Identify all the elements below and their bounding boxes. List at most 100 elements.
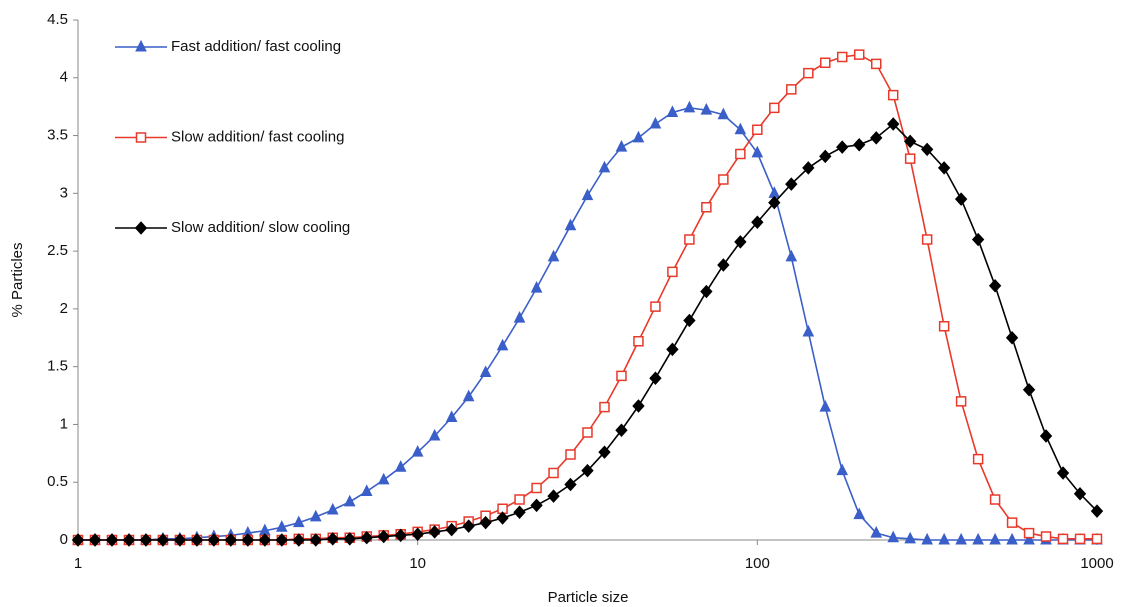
data-point [343, 532, 356, 546]
data-point [921, 532, 933, 545]
data-point [734, 235, 747, 249]
data-point [479, 365, 492, 377]
data-point [275, 520, 288, 532]
data-point [955, 532, 967, 545]
data-point [684, 234, 695, 245]
x-tick-label: 1000 [1080, 555, 1113, 572]
data-point [513, 311, 526, 323]
data-point [717, 107, 730, 120]
data-point [988, 279, 1002, 293]
data-point [751, 145, 764, 158]
data-point [122, 533, 136, 547]
data-point [462, 389, 475, 402]
y-tick-label: 0 [60, 531, 68, 548]
data-point [547, 249, 560, 262]
data-point [937, 161, 951, 175]
data-point [1090, 504, 1104, 518]
data-point [394, 460, 407, 472]
data-point [581, 463, 594, 478]
data-point [1023, 532, 1035, 545]
x-tick-label: 10 [409, 555, 426, 572]
data-point [530, 498, 543, 513]
y-tick-label: 3.5 [47, 127, 68, 144]
data-point [531, 482, 542, 494]
y-tick-label: 4 [60, 69, 68, 86]
data-point [1006, 532, 1018, 545]
x-tick-label: 100 [745, 555, 770, 572]
data-point [581, 188, 594, 201]
data-point [989, 494, 1001, 505]
data-point [718, 174, 729, 185]
data-point [326, 532, 339, 546]
data-point [1073, 487, 1087, 501]
data-point [548, 467, 559, 479]
data-point [224, 533, 238, 547]
y-tick-label: 2.5 [47, 242, 68, 259]
data-point [903, 134, 917, 149]
data-point [428, 525, 441, 539]
data-point [479, 515, 492, 530]
data-point [938, 532, 950, 545]
data-point [462, 519, 475, 533]
data-point [1039, 429, 1053, 443]
legend-label: Fast addition/ fast cooling [171, 38, 341, 55]
data-point [819, 149, 832, 164]
data-point [497, 503, 508, 515]
data-point [428, 428, 441, 441]
data-point [802, 161, 815, 175]
data-point [411, 527, 424, 541]
data-point [1005, 331, 1019, 345]
data-point [836, 463, 849, 476]
data-point [1091, 533, 1103, 545]
data-point [734, 122, 747, 135]
data-point [360, 484, 373, 496]
data-point [887, 89, 899, 101]
data-point [768, 186, 781, 198]
data-point [870, 525, 883, 538]
data-point [1074, 533, 1086, 545]
data-point [632, 130, 645, 143]
data-point [564, 477, 577, 492]
y-axis-label: % Particles [9, 242, 26, 317]
data-point [480, 510, 491, 521]
data-point [803, 67, 814, 79]
data-point [565, 449, 576, 460]
data-point [190, 533, 204, 547]
data-point [616, 370, 627, 382]
data-point [1057, 533, 1069, 545]
data-point [547, 489, 560, 503]
data-point [887, 530, 900, 543]
data-point [582, 427, 593, 438]
data-point [717, 258, 730, 272]
data-point [853, 507, 866, 520]
data-point [870, 58, 882, 70]
legend-label: Slow addition/ slow cooling [171, 219, 350, 236]
data-point [683, 313, 696, 328]
data-point [139, 533, 153, 547]
data-point [292, 533, 305, 547]
data-point [530, 280, 543, 293]
legend-marker [135, 39, 147, 52]
data-point [666, 105, 679, 117]
data-point [599, 401, 610, 413]
data-point [752, 124, 763, 136]
data-point [105, 533, 119, 547]
data-point [633, 335, 644, 347]
y-tick-label: 3 [60, 184, 68, 201]
data-point [496, 338, 509, 351]
data-point [650, 301, 661, 312]
data-point [71, 533, 85, 547]
y-tick-label: 2 [60, 300, 68, 317]
data-point [921, 234, 933, 245]
data-point [972, 453, 984, 465]
data-point [785, 249, 798, 262]
data-point [632, 399, 645, 413]
y-tick-label: 1 [60, 415, 68, 432]
data-point [514, 494, 525, 505]
x-tick-label: 1 [74, 555, 82, 572]
data-point [887, 117, 900, 131]
data-point [360, 530, 373, 545]
data-point [768, 195, 781, 210]
data-point [1006, 517, 1018, 528]
data-point [275, 533, 288, 547]
